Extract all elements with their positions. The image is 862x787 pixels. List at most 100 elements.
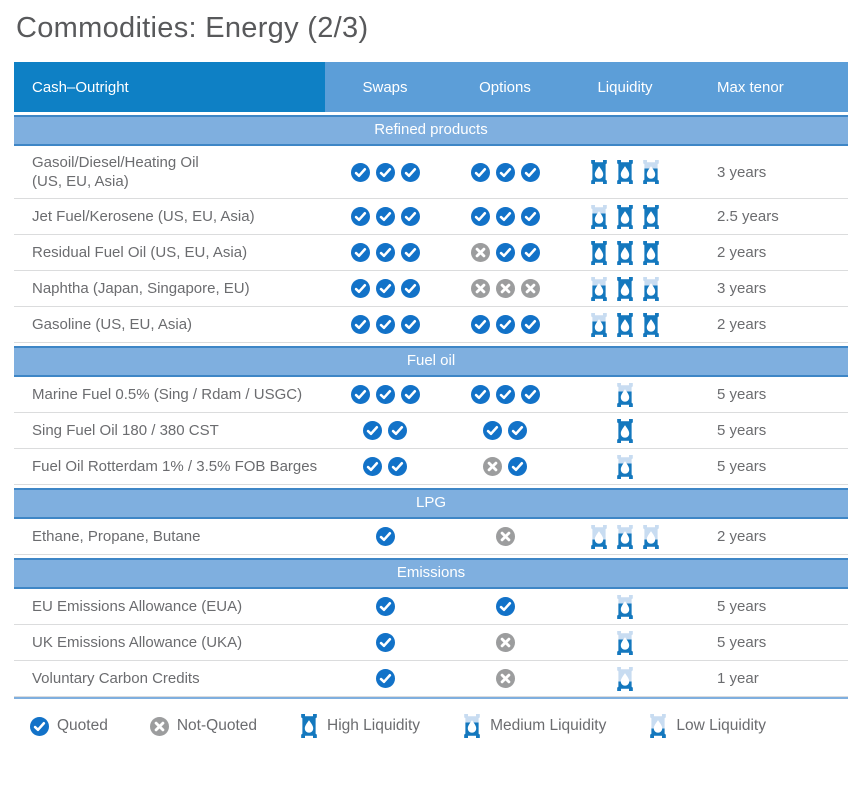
table-row: Marine Fuel 0.5% (Sing / Rdam / USGC) 5 y… — [14, 377, 848, 413]
table-row: Residual Fuel Oil (US, EU, Asia) 2 years — [14, 235, 848, 271]
product-name: Sing Fuel Oil 180 / 380 CST — [32, 422, 219, 439]
quoted-icon — [375, 385, 395, 404]
product-name: Marine Fuel 0.5% (Sing / Rdam / USGC) — [32, 386, 303, 403]
legend-item: High Liquidity — [299, 714, 420, 738]
liquidity-cell — [565, 594, 685, 619]
quoted-icon — [388, 421, 407, 440]
options-cell — [445, 162, 565, 182]
options-cell — [445, 633, 565, 652]
high-liquidity-icon — [615, 204, 635, 229]
not-quoted-icon — [495, 633, 515, 652]
swaps-cell — [325, 527, 445, 546]
swaps-cell — [325, 669, 445, 688]
quoted-icon — [400, 315, 420, 334]
low-liquidity-icon — [641, 524, 661, 549]
quoted-icon — [520, 162, 540, 182]
swaps-cell — [325, 633, 445, 652]
legend-item: Not-Quoted — [149, 716, 257, 736]
quoted-icon — [508, 421, 527, 440]
legend-item: Low Liquidity — [648, 714, 766, 738]
not-quoted-icon — [520, 279, 540, 298]
legend-label: Low Liquidity — [676, 717, 766, 734]
options-cell — [445, 527, 565, 546]
table-row: Gasoline (US, EU, Asia) 2 years — [14, 307, 848, 343]
legend-label: Medium Liquidity — [490, 717, 607, 734]
header-options: Options — [479, 78, 531, 96]
not-quoted-icon — [149, 716, 169, 736]
not-quoted-icon — [470, 279, 490, 298]
liquidity-cell — [565, 312, 685, 337]
table-body: Refined products Gasoil/Diesel/Heating Oi… — [14, 115, 848, 697]
medium-liquidity-icon — [641, 160, 661, 184]
max-tenor-cell: 2 years — [717, 244, 767, 261]
quoted-icon — [495, 385, 515, 404]
high-liquidity-icon — [615, 160, 635, 184]
medium-liquidity-icon — [589, 204, 609, 229]
swaps-cell — [325, 457, 445, 476]
liquidity-cell — [565, 666, 685, 691]
max-tenor-cell: 5 years — [717, 634, 767, 651]
page-title: Commodities: Energy (2/3) — [16, 12, 369, 44]
swaps-cell — [325, 315, 445, 334]
options-cell — [445, 421, 565, 440]
high-liquidity-icon — [615, 312, 635, 337]
quoted-icon — [495, 162, 515, 182]
quoted-icon — [400, 385, 420, 404]
medium-liquidity-icon — [615, 524, 635, 549]
quoted-icon — [375, 527, 395, 546]
quoted-icon — [520, 385, 540, 404]
high-liquidity-icon — [615, 276, 635, 301]
max-tenor-cell: 3 years — [717, 163, 767, 181]
quoted-icon — [350, 162, 370, 182]
legend-label: Not-Quoted — [176, 717, 257, 734]
legend-item: Medium Liquidity — [462, 714, 606, 738]
quoted-icon — [375, 162, 395, 182]
section-band: LPG — [14, 488, 848, 519]
quoted-icon — [495, 207, 515, 226]
high-liquidity-icon — [589, 240, 609, 265]
max-tenor-cell: 5 years — [717, 386, 767, 403]
quoted-icon — [400, 279, 420, 298]
swaps-cell — [325, 279, 445, 298]
table-row: Ethane, Propane, Butane 2 years — [14, 519, 848, 555]
legend-item: Quoted — [30, 716, 108, 736]
quoted-icon — [363, 421, 382, 440]
quoted-icon — [400, 162, 420, 182]
header-liquidity: Liquidity — [597, 78, 653, 96]
liquidity-cell — [565, 630, 685, 655]
table-row: Voluntary Carbon Credits 1 year — [14, 661, 848, 697]
liquidity-cell — [565, 204, 685, 229]
quoted-icon — [520, 207, 540, 226]
liquidity-cell — [565, 418, 685, 443]
medium-liquidity-icon — [462, 714, 482, 738]
options-cell — [445, 385, 565, 404]
max-tenor-cell: 3 years — [717, 280, 767, 297]
quoted-icon — [375, 207, 395, 226]
options-cell — [445, 597, 565, 616]
low-liquidity-icon — [648, 714, 668, 738]
table-row: Jet Fuel/Kerosene (US, EU, Asia) 2.5 year… — [14, 199, 848, 235]
quoted-icon — [495, 243, 515, 262]
quoted-icon — [375, 243, 395, 262]
table-row: UK Emissions Allowance (UKA) 5 years — [14, 625, 848, 661]
quoted-icon — [388, 457, 407, 476]
max-tenor-cell: 5 years — [717, 598, 767, 615]
quoted-icon — [495, 597, 515, 616]
product-name: EU Emissions Allowance (EUA) — [32, 598, 243, 615]
not-quoted-icon — [495, 669, 515, 688]
product-name: Naphtha (Japan, Singapore, EU) — [32, 280, 250, 297]
swaps-cell — [325, 597, 445, 616]
max-tenor-cell: 2.5 years — [717, 208, 779, 225]
high-liquidity-icon — [641, 240, 661, 265]
table-row: EU Emissions Allowance (EUA) 5 years — [14, 589, 848, 625]
header-swaps: Swaps — [362, 78, 408, 96]
liquidity-cell — [565, 240, 685, 265]
section-band: Refined products — [14, 115, 848, 146]
quoted-icon — [350, 207, 370, 226]
quoted-icon — [375, 669, 395, 688]
quoted-icon — [520, 315, 540, 334]
options-cell — [445, 243, 565, 262]
quoted-icon — [375, 315, 395, 334]
product-name: Gasoline (US, EU, Asia) — [32, 316, 193, 333]
quoted-icon — [375, 633, 395, 652]
